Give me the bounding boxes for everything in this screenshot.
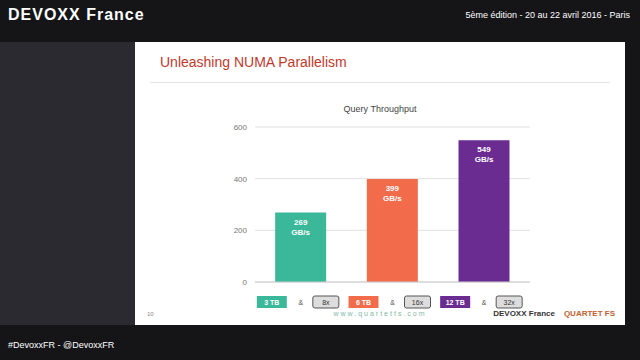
html-text:#DevoxxFR - @DevoxxFR: #DevoxxFR - @DevoxxFR xyxy=(8,340,115,350)
html-text:Query Throughput: Query Throughput xyxy=(343,104,417,114)
svg-text:399GB/s: 399GB/s xyxy=(383,184,402,203)
svg-text:&: & xyxy=(390,299,395,306)
html-text:DEVOXX France: DEVOXX France xyxy=(493,309,555,318)
html-text:QUARTET FS: QUARTET FS xyxy=(563,309,615,318)
svg-text:6 TB: 6 TB xyxy=(356,299,371,306)
svg-text:549GB/s: 549GB/s xyxy=(475,145,494,164)
svg-text:32x: 32x xyxy=(504,299,516,306)
html-text:Unleashing NUMA Parallelism: Unleashing NUMA Parallelism xyxy=(160,54,347,70)
svg-text:600: 600 xyxy=(234,123,248,132)
svg-text:12 TB: 12 TB xyxy=(446,299,465,306)
svg-text:8x: 8x xyxy=(322,299,330,306)
svg-text:200: 200 xyxy=(234,226,248,235)
svg-text:16x: 16x xyxy=(412,299,424,306)
html-text:10: 10 xyxy=(147,311,154,317)
html-text:5ème édition - 20 au 22 avril: 5ème édition - 20 au 22 avril 2016 - Par… xyxy=(465,10,630,20)
svg-text:269GB/s: 269GB/s xyxy=(291,218,310,237)
svg-text:400: 400 xyxy=(234,175,248,184)
html-text:www.quartetfs.com: www.quartetfs.com xyxy=(333,310,427,317)
svg-text:&: & xyxy=(482,299,487,306)
svg-text:3 TB: 3 TB xyxy=(264,299,279,306)
svg-text:0: 0 xyxy=(243,278,248,287)
html-text:DEVOXX France: DEVOXX France xyxy=(8,6,145,23)
svg-text:&: & xyxy=(298,299,303,306)
